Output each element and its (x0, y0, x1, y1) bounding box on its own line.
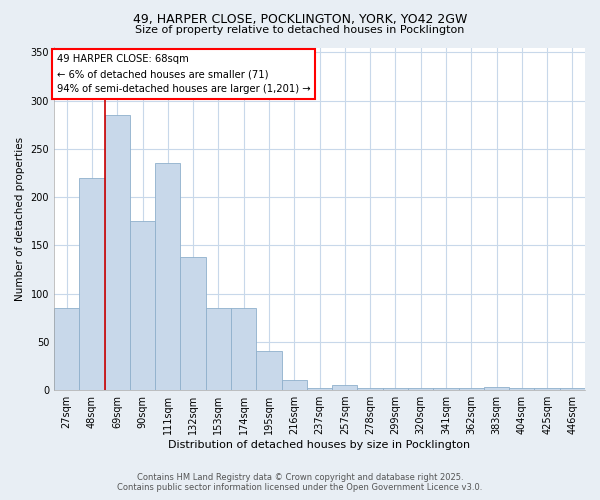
Y-axis label: Number of detached properties: Number of detached properties (15, 136, 25, 301)
Bar (104, 115, 130, 390)
Text: 49 HARPER CLOSE: 68sqm
← 6% of detached houses are smaller (71)
94% of semi-deta: 49 HARPER CLOSE: 68sqm ← 6% of detached … (56, 54, 310, 94)
Bar (206, 308, 231, 390)
Text: Size of property relative to detached houses in Pocklington: Size of property relative to detached ho… (136, 25, 464, 35)
Text: 49, HARPER CLOSE, POCKLINGTON, YORK, YO42 2GW: 49, HARPER CLOSE, POCKLINGTON, YORK, YO4… (133, 12, 467, 26)
Bar (181, 257, 206, 390)
Bar (79, 178, 104, 390)
Bar (231, 308, 256, 390)
Bar (509, 388, 535, 390)
Bar (307, 388, 332, 390)
Bar (332, 386, 358, 390)
Bar (535, 388, 560, 390)
Bar (358, 388, 383, 390)
Bar (256, 352, 281, 390)
Bar (130, 221, 155, 390)
Bar (54, 308, 79, 390)
Bar (383, 388, 408, 390)
Bar (155, 164, 181, 390)
Bar (433, 388, 458, 390)
Bar (560, 388, 585, 390)
Bar (281, 380, 307, 390)
Bar (458, 388, 484, 390)
X-axis label: Distribution of detached houses by size in Pocklington: Distribution of detached houses by size … (169, 440, 470, 450)
Bar (408, 388, 433, 390)
Text: Contains HM Land Registry data © Crown copyright and database right 2025.
Contai: Contains HM Land Registry data © Crown c… (118, 473, 482, 492)
Bar (484, 387, 509, 390)
